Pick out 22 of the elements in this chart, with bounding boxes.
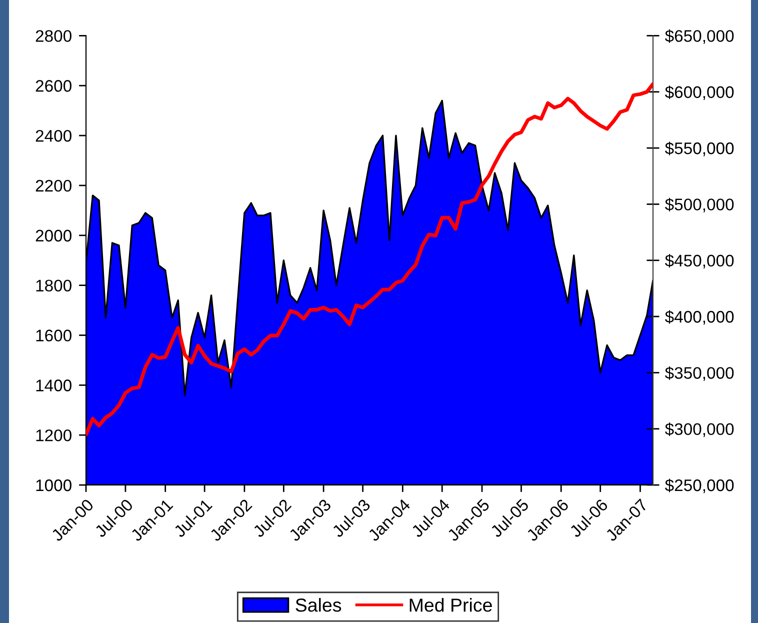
y2-tick-label: $600,000 <box>664 86 734 100</box>
y-tick-label: 1800 <box>36 280 72 292</box>
y2-tick-label: $550,000 <box>664 142 734 156</box>
line-series <box>86 82 653 436</box>
y-tick-label: 2600 <box>36 80 72 92</box>
y2-tick-label: $400,000 <box>664 310 734 325</box>
y2-tick-label: $650,000 <box>664 29 734 44</box>
y-tick-label: 2000 <box>36 230 72 242</box>
y-tick-label: 2200 <box>36 180 72 192</box>
y2-tick-label: $300,000 <box>664 422 734 438</box>
y2-tick-label: $250,000 <box>664 478 734 494</box>
y2-tick-label: $350,000 <box>664 366 734 381</box>
y-tick-label: 2400 <box>36 130 72 142</box>
legend-label: Med Price <box>410 598 492 612</box>
y-tick-label: 1600 <box>36 330 72 342</box>
y-tick-label: 1400 <box>36 380 72 392</box>
y-tick-label: 2800 <box>36 30 72 42</box>
y2-tick-label: $450,000 <box>664 254 734 269</box>
y-tick-label: 1200 <box>36 429 72 442</box>
legend-label: Sales <box>296 598 342 612</box>
y-tick-label: 1000 <box>36 479 72 492</box>
y2-tick-label: $500,000 <box>664 198 734 212</box>
